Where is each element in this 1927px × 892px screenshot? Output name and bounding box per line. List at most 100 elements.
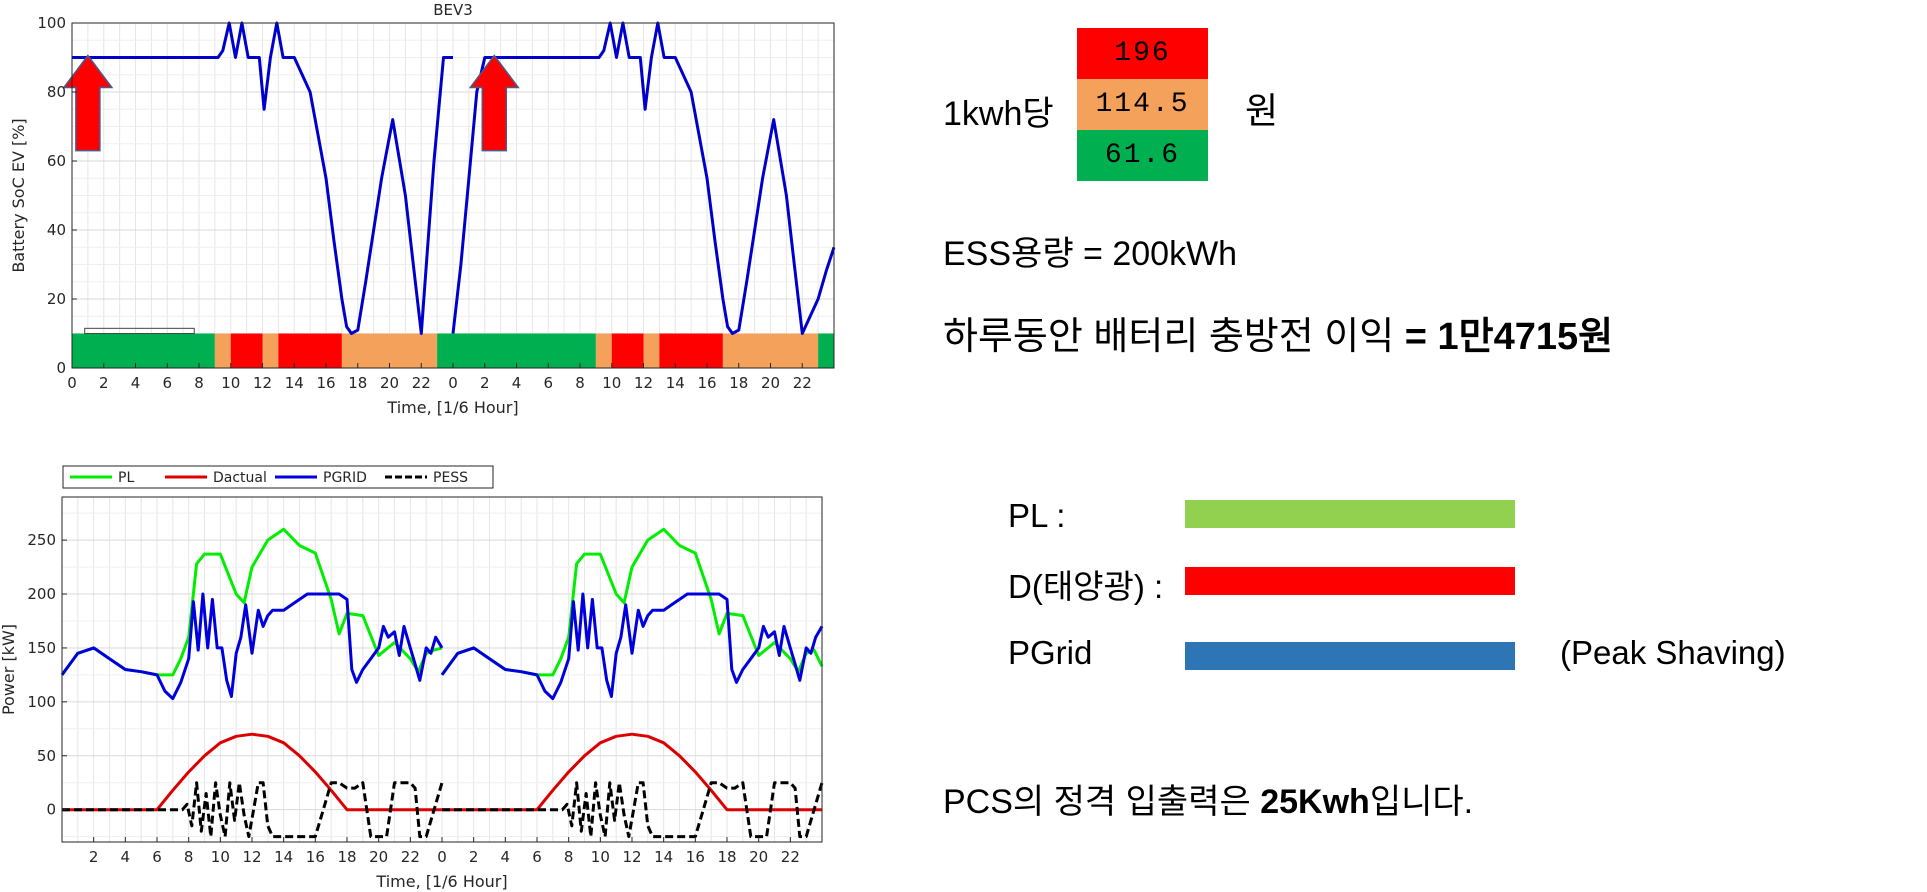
tariff-band [643, 333, 660, 368]
price-per-kwh-label: 1kwh당 [943, 95, 1054, 133]
legend-d-swatch [1185, 567, 1515, 595]
ess-capacity-text: ESS용량 = 200kWh [943, 235, 1238, 273]
legend-label: PGRID [323, 470, 367, 486]
power-series-line-pgrid [60, 592, 444, 701]
tariff-band [659, 333, 723, 368]
x-tick-label: 16 [697, 374, 716, 392]
x-tick-label: 0 [437, 848, 447, 866]
x-tick-label: 2 [469, 848, 479, 866]
soc-chart: 0 20 40 60 80 100 0 2 4 6 8 10 12 14 16 18 20 22 0 2 4 6 8 10 12… [9, 1, 836, 417]
pcs-suffix: 입니다. [1369, 783, 1474, 821]
legend-pl-swatch [1185, 500, 1515, 528]
soc-series-line [451, 21, 836, 335]
power-series-line-dactual [62, 732, 442, 812]
band-outline [84, 327, 195, 335]
charge-arrow [62, 54, 114, 152]
y-tick-label: 0 [56, 359, 66, 377]
pcs-rating-text: PCS의 정격 입출력은 25Kwh입니다. [943, 774, 1473, 823]
y-tick-label: 80 [47, 83, 66, 101]
power-chart: 0 50 100 150 200 250 2 4 6 8 10 12 14 16 18 20 22 0 2 4 6 8 10… [0, 465, 824, 891]
x-tick-label: 22 [412, 374, 431, 392]
price-mid-cell: 114.5 [1077, 79, 1208, 130]
legend-pgrid-swatch [1185, 642, 1515, 670]
x-tick-label: 12 [634, 374, 653, 392]
price-high-cell: 196 [1077, 28, 1208, 79]
pcs-value: 25Kwh [1260, 783, 1370, 821]
x-tick-label: 18 [717, 848, 736, 866]
x-tick-label: 14 [285, 374, 304, 392]
daily-profit-value: = 1만4715원 [1404, 316, 1614, 358]
tariff-band [437, 333, 453, 368]
x-tick-label: 0 [448, 374, 458, 392]
x-tick-label: 20 [761, 374, 780, 392]
x-tick-label: 8 [564, 848, 574, 866]
x-tick-label: 4 [131, 374, 141, 392]
x-tick-label: 14 [654, 848, 673, 866]
y-tick-label: 60 [47, 152, 66, 170]
y-tick-label: 250 [27, 531, 56, 549]
y-tick-label: 0 [46, 801, 56, 819]
y-tick-label: 20 [47, 290, 66, 308]
x-tick-label: 12 [242, 848, 261, 866]
peak-shaving-label: (Peak Shaving) [1560, 634, 1786, 671]
tariff-band [453, 333, 596, 368]
y-tick-label: 150 [27, 639, 56, 657]
y-axis-label: Battery SoC EV [%] [9, 118, 28, 272]
x-tick-label: 20 [749, 848, 768, 866]
y-axis-label: Power [kW] [0, 624, 18, 715]
chart-title: BEV3 [433, 1, 473, 19]
x-tick-label: 12 [622, 848, 641, 866]
y-tick-label: 100 [37, 14, 66, 32]
x-tick-label: 12 [253, 374, 272, 392]
x-axis-label: Time, [1/6 Hour] [386, 398, 518, 417]
x-tick-label: 2 [480, 374, 490, 392]
x-tick-label: 18 [348, 374, 367, 392]
tariff-band [595, 333, 612, 368]
x-tick-label: 6 [162, 374, 172, 392]
power-series-line-pess [442, 781, 824, 839]
tariff-band [72, 333, 215, 368]
x-tick-label: 4 [512, 374, 522, 392]
legend-pgrid-label: PGrid [1008, 634, 1093, 671]
x-tick-label: 22 [781, 848, 800, 866]
x-tick-label: 22 [401, 848, 420, 866]
x-tick-label: 4 [501, 848, 511, 866]
charge-arrow [468, 54, 520, 152]
x-tick-label: 8 [575, 374, 585, 392]
tariff-band [262, 333, 279, 368]
x-tick-label: 20 [369, 848, 388, 866]
legend-d-label: D(태양광) : [1008, 568, 1164, 605]
power-series-line-pgrid [440, 592, 824, 701]
tariff-band [341, 333, 438, 368]
x-tick-label: 6 [543, 374, 553, 392]
legend-label: Dactual [213, 470, 267, 486]
x-tick-label: 10 [602, 374, 621, 392]
x-tick-label: 16 [306, 848, 325, 866]
x-tick-label: 8 [194, 374, 204, 392]
tariff-band [818, 333, 834, 368]
power-series-line-pess [62, 781, 444, 839]
daily-profit-prefix: 하루동안 배터리 충방전 이익 [943, 316, 1405, 358]
pcs-prefix: PCS의 정격 입출력은 [943, 783, 1261, 821]
x-tick-label: 2 [89, 848, 99, 866]
tariff-band [230, 333, 263, 368]
x-axis-label: Time, [1/6 Hour] [375, 872, 507, 891]
price-unit-label: 원 [1245, 90, 1279, 131]
legend-pl-label: PL : [1008, 497, 1066, 534]
power-series-line-dactual [442, 732, 822, 812]
x-tick-label: 10 [591, 848, 610, 866]
y-tick-label: 100 [27, 693, 56, 711]
tariff-band [611, 333, 644, 368]
y-tick-label: 40 [47, 221, 66, 239]
x-tick-label: 0 [67, 374, 77, 392]
x-tick-label: 14 [274, 848, 293, 866]
x-tick-label: 16 [316, 374, 335, 392]
x-tick-label: 10 [211, 848, 230, 866]
x-tick-label: 18 [337, 848, 356, 866]
x-tick-label: 8 [184, 848, 194, 866]
chart-legend: PL Dactual PGRID PESS [62, 465, 494, 489]
x-tick-label: 4 [121, 848, 131, 866]
price-low-cell: 61.6 [1077, 130, 1208, 181]
tariff-band [722, 333, 819, 368]
tariff-band [214, 333, 231, 368]
